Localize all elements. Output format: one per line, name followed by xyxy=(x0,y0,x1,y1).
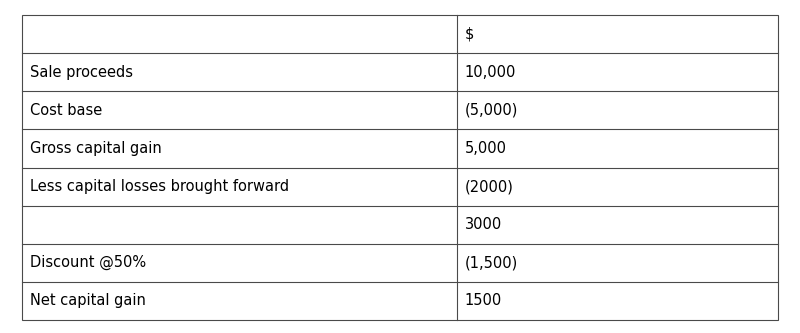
Text: 1500: 1500 xyxy=(465,293,502,308)
Text: Cost base: Cost base xyxy=(30,103,102,118)
Text: Sale proceeds: Sale proceeds xyxy=(30,65,133,80)
Text: Gross capital gain: Gross capital gain xyxy=(30,141,162,156)
Text: Discount @50%: Discount @50% xyxy=(30,255,146,270)
Text: (1,500): (1,500) xyxy=(465,255,518,270)
Text: 5,000: 5,000 xyxy=(465,141,506,156)
Text: 3000: 3000 xyxy=(465,217,502,232)
Text: 10,000: 10,000 xyxy=(465,65,516,80)
Text: (2000): (2000) xyxy=(465,179,514,194)
Text: Less capital losses brought forward: Less capital losses brought forward xyxy=(30,179,289,194)
Text: $: $ xyxy=(465,27,474,42)
Text: (5,000): (5,000) xyxy=(465,103,518,118)
Text: Net capital gain: Net capital gain xyxy=(30,293,146,308)
